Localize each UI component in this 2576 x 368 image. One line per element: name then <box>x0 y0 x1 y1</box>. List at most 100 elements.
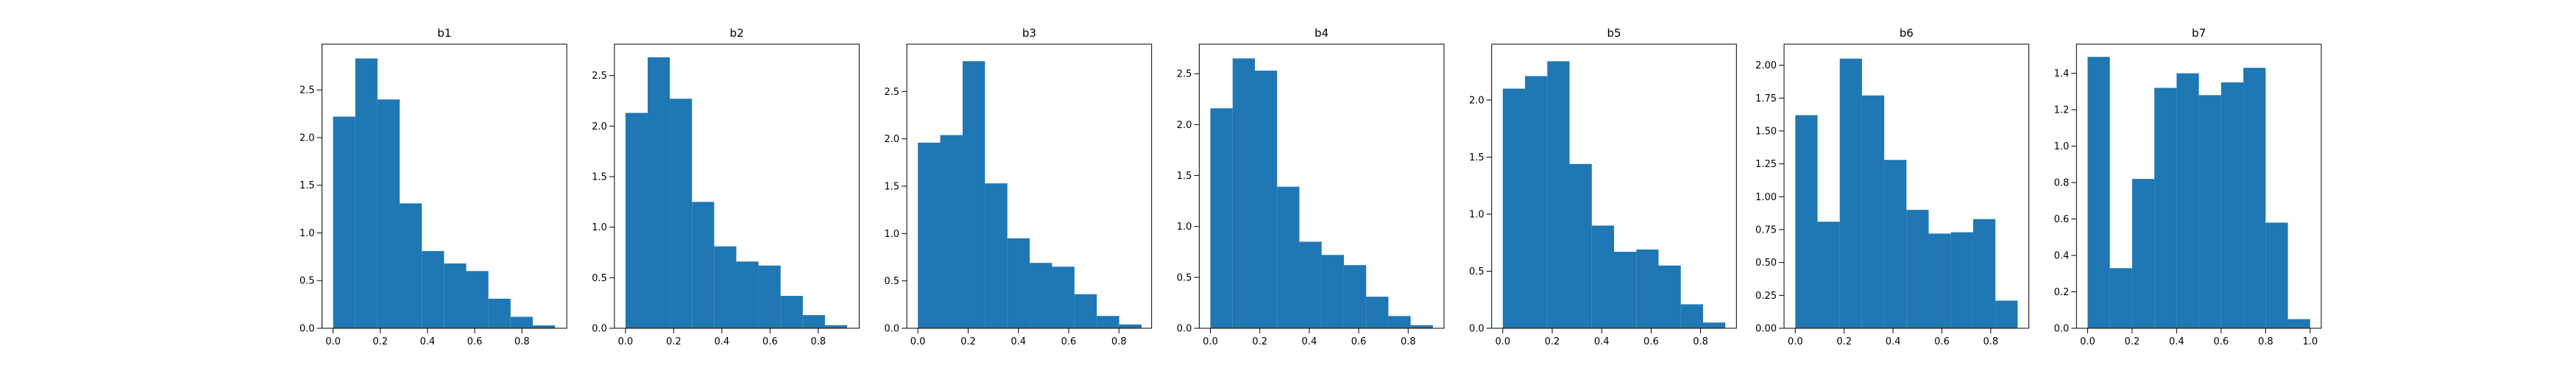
histogram-bar <box>692 202 715 328</box>
y-tick-label: 1.5 <box>1469 152 1485 163</box>
y-tick-label: 1.0 <box>300 228 315 239</box>
y-tick-label: 0.5 <box>1177 272 1192 283</box>
y-tick-label: 0.4 <box>2054 251 2070 262</box>
histogram-bar <box>466 271 489 328</box>
y-tick-label: 1.0 <box>884 229 899 240</box>
histogram-bar <box>1884 160 1907 328</box>
axes-frame <box>2076 43 2322 329</box>
histogram-bar <box>1680 304 1703 328</box>
x-tick-label: 0.0 <box>1495 336 1510 347</box>
histogram-bar <box>532 325 556 328</box>
y-tick-label: 1.75 <box>1755 93 1777 105</box>
x-tick-label: 0.8 <box>514 336 530 347</box>
histogram-bar <box>1928 233 1951 328</box>
histogram-bar <box>444 263 467 328</box>
x-tick-label: 0.6 <box>1934 336 1950 347</box>
x-tick-label: 0.4 <box>1886 336 1901 347</box>
histogram-bar <box>1254 70 1278 329</box>
histogram-bar <box>2131 179 2155 328</box>
histogram-bar <box>625 113 648 329</box>
x-tick-label: 0.0 <box>910 336 926 347</box>
x-tick-label: 0.8 <box>810 336 826 347</box>
histogram-bar <box>802 315 825 328</box>
x-tick-label: 0.2 <box>1836 336 1852 347</box>
histogram-bar <box>985 183 1008 328</box>
histogram-bar <box>1119 324 1142 328</box>
histogram-bar <box>1232 58 1255 329</box>
y-tick-label: 2.5 <box>592 71 607 82</box>
histogram-bar <box>1277 186 1300 328</box>
x-tick-label: 0.8 <box>1693 336 1708 347</box>
x-tick-label: 0.8 <box>1401 336 1416 347</box>
histogram-bar <box>918 142 941 328</box>
x-tick-label: 0.8 <box>2258 336 2274 347</box>
y-tick-label: 1.5 <box>884 182 899 193</box>
histogram-bar <box>2109 268 2132 328</box>
histogram-bar <box>1547 61 1570 328</box>
histogram-bar <box>2198 95 2221 329</box>
y-tick-label: 0.0 <box>300 324 315 335</box>
y-tick-label: 0.0 <box>1177 324 1192 335</box>
y-tick-label: 2.0 <box>1177 120 1192 131</box>
x-tick-label: 0.2 <box>2125 336 2140 347</box>
x-tick-label: 0.4 <box>420 336 436 347</box>
x-tick-label: 0.4 <box>714 336 729 347</box>
y-tick-label: 1.5 <box>300 180 315 191</box>
histogram-bar <box>714 246 737 328</box>
histogram-bar <box>2265 222 2288 328</box>
y-tick-label: 1.2 <box>2054 105 2070 116</box>
x-tick-label: 0.0 <box>1203 336 1218 347</box>
y-tick-label: 2.5 <box>300 85 315 96</box>
y-tick-label: 2.0 <box>592 121 607 132</box>
x-tick-label: 0.6 <box>1643 336 1659 347</box>
x-tick-label: 0.6 <box>1061 336 1077 347</box>
histogram-bar <box>2176 73 2199 328</box>
histogram-bar <box>377 99 400 329</box>
x-tick-label: 0.0 <box>618 336 634 347</box>
histogram-bar <box>510 316 533 328</box>
y-tick-label: 1.50 <box>1755 126 1777 137</box>
histogram-bar <box>962 61 986 328</box>
x-tick-label: 0.6 <box>2213 336 2229 347</box>
x-tick-label: 0.4 <box>1011 336 1026 347</box>
axes-frame <box>1783 43 2030 329</box>
histogram-bar <box>780 296 803 328</box>
histogram-bar <box>1502 88 1526 329</box>
y-tick-label: 1.5 <box>592 171 607 183</box>
y-tick-label: 0.5 <box>884 276 899 287</box>
axes-frame <box>322 43 567 329</box>
histogram-bar <box>2221 82 2244 328</box>
histogram-bar <box>1839 58 1862 328</box>
subplot-title: b5 <box>1607 26 1621 40</box>
y-tick-label: 0.6 <box>2054 214 2070 225</box>
y-tick-label: 1.0 <box>1469 209 1485 220</box>
histogram-bar <box>1210 108 1233 328</box>
histogram-bar <box>758 265 781 328</box>
y-tick-label: 2.0 <box>884 134 899 145</box>
histogram-bar <box>1299 241 1322 328</box>
y-tick-label: 1.5 <box>1177 171 1192 182</box>
subplot-title: b6 <box>1900 26 1914 40</box>
y-tick-label: 0.5 <box>1469 266 1485 277</box>
x-tick-label: 0.8 <box>1111 336 1127 347</box>
y-tick-label: 0.50 <box>1755 258 1777 269</box>
histogram-bar <box>400 203 422 328</box>
y-tick-label: 0.2 <box>2054 287 2070 298</box>
axes-frame <box>1491 43 1737 329</box>
x-tick-label: 0.0 <box>325 336 341 347</box>
histogram-bar <box>355 58 378 328</box>
y-tick-label: 1.00 <box>1755 192 1777 203</box>
y-tick-label: 1.25 <box>1755 159 1777 170</box>
histogram-bar <box>1343 265 1367 328</box>
histogram-bar <box>1410 325 1433 328</box>
y-tick-label: 0.0 <box>592 324 607 335</box>
subplot-title: b3 <box>1022 26 1036 40</box>
y-tick-label: 1.0 <box>1177 222 1192 233</box>
axes-frame <box>614 43 860 329</box>
histogram-bar <box>1906 210 1929 328</box>
x-tick-label: 0.4 <box>1594 336 1610 347</box>
y-tick-label: 0.0 <box>2054 324 2070 335</box>
histogram-bar <box>1052 266 1075 328</box>
x-tick-label: 0.2 <box>1545 336 1560 347</box>
